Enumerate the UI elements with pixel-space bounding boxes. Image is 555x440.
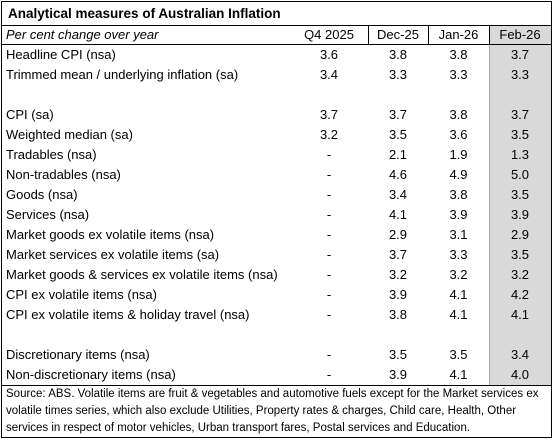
row-label: CPI (sa) [6,107,54,122]
row-value: 3.7 [510,47,530,62]
row-value: - [326,347,332,362]
row-value: 3.2 [319,127,339,142]
row-value: - [326,147,332,162]
column-header-jan-26: Jan-26 [438,27,479,42]
row-value: 4.1 [388,207,408,222]
column-header-dec-25: Dec-25 [377,27,419,42]
row-value: 4.2 [510,287,530,302]
row-value: 3.9 [388,367,408,382]
row-value: 3.4 [510,347,530,362]
row-value: - [326,167,332,182]
row-value: 3.8 [388,47,408,62]
row-value: - [326,227,332,242]
row-value: 3.6 [319,47,339,62]
header-column-divider [489,26,490,44]
table-title: Analytical measures of Australian Inflat… [8,6,281,21]
row-value: 3.7 [388,247,408,262]
row-value: - [326,267,332,282]
row-label: Weighted median (sa) [6,127,133,142]
row-label: Trimmed mean / underlying inflation (sa) [6,67,239,82]
row-value: 3.3 [449,247,468,262]
row-value: 3.5 [388,127,408,142]
row-value: 3.5 [510,247,530,262]
row-value: - [326,367,332,382]
row-value: - [326,207,332,222]
row-value: - [326,187,332,202]
row-value: 3.3 [388,67,408,82]
row-value: 3.8 [388,307,408,322]
row-value: 4.1 [449,287,468,302]
row-label: Tradables (nsa) [6,147,97,162]
latest-month-highlight [489,26,551,385]
row-value: 4.1 [449,367,468,382]
row-value: 3.8 [449,47,468,62]
row-value: 1.9 [449,147,468,162]
row-value: 4.1 [510,307,530,322]
row-value: 3.4 [319,67,339,82]
row-label: Headline CPI (nsa) [6,47,116,62]
row-value: 3.8 [449,187,468,202]
row-value: 3.5 [388,347,408,362]
row-value: 2.1 [388,147,408,162]
row-value: 3.7 [510,107,530,122]
row-value: 3.7 [388,107,408,122]
header-column-divider [368,26,369,44]
row-value: 3.9 [510,207,530,222]
row-value: 2.9 [388,227,408,242]
row-value: 5.0 [510,167,530,182]
row-label: Market goods & services ex volatile item… [6,267,278,282]
row-value: 4.1 [449,307,468,322]
row-label: Goods (nsa) [6,187,78,202]
row-value: 3.2 [449,267,468,282]
row-value: 3.5 [510,127,530,142]
column-header-q4-2025: Q4 2025 [304,27,354,42]
row-value: 3.5 [449,347,468,362]
source-note: Source: ABS. Volatile items are fruit & … [6,388,539,434]
header-divider [2,44,551,45]
row-value: 3.5 [510,187,530,202]
row-value: - [326,247,332,262]
row-value: 3.2 [388,267,408,282]
row-value: 4.9 [449,167,468,182]
row-label: Market goods ex volatile items (nsa) [6,227,215,242]
row-label: Discretionary items (nsa) [6,347,150,362]
row-label: Non-tradables (nsa) [6,167,121,182]
row-value: 3.8 [449,107,468,122]
row-value: 3.1 [449,227,468,242]
row-value: - [326,287,332,302]
header-unit-label: Per cent change over year [6,27,159,42]
row-value: 3.9 [449,207,468,222]
row-value: 3.6 [449,127,468,142]
row-value: 3.3 [510,67,530,82]
row-label: CPI ex volatile items & holiday travel (… [6,307,250,322]
row-value: 3.7 [319,107,339,122]
row-value: 4.6 [388,167,408,182]
footer-divider [2,385,551,386]
title-divider [2,25,551,26]
header-column-divider [428,26,429,44]
row-label: Non-discretionary items (nsa) [6,367,176,382]
row-value: - [326,307,332,322]
row-label: Market services ex volatile items (sa) [6,247,220,262]
row-value: 1.3 [510,147,530,162]
row-value: 2.9 [510,227,530,242]
row-value: 4.0 [510,367,530,382]
row-value: 3.9 [388,287,408,302]
row-label: CPI ex volatile items (nsa) [6,287,157,302]
row-value: 3.2 [510,267,530,282]
row-value: 3.3 [449,67,468,82]
row-label: Services (nsa) [6,207,90,222]
row-value: 3.4 [388,187,408,202]
column-header-feb-26: Feb-26 [499,27,541,42]
